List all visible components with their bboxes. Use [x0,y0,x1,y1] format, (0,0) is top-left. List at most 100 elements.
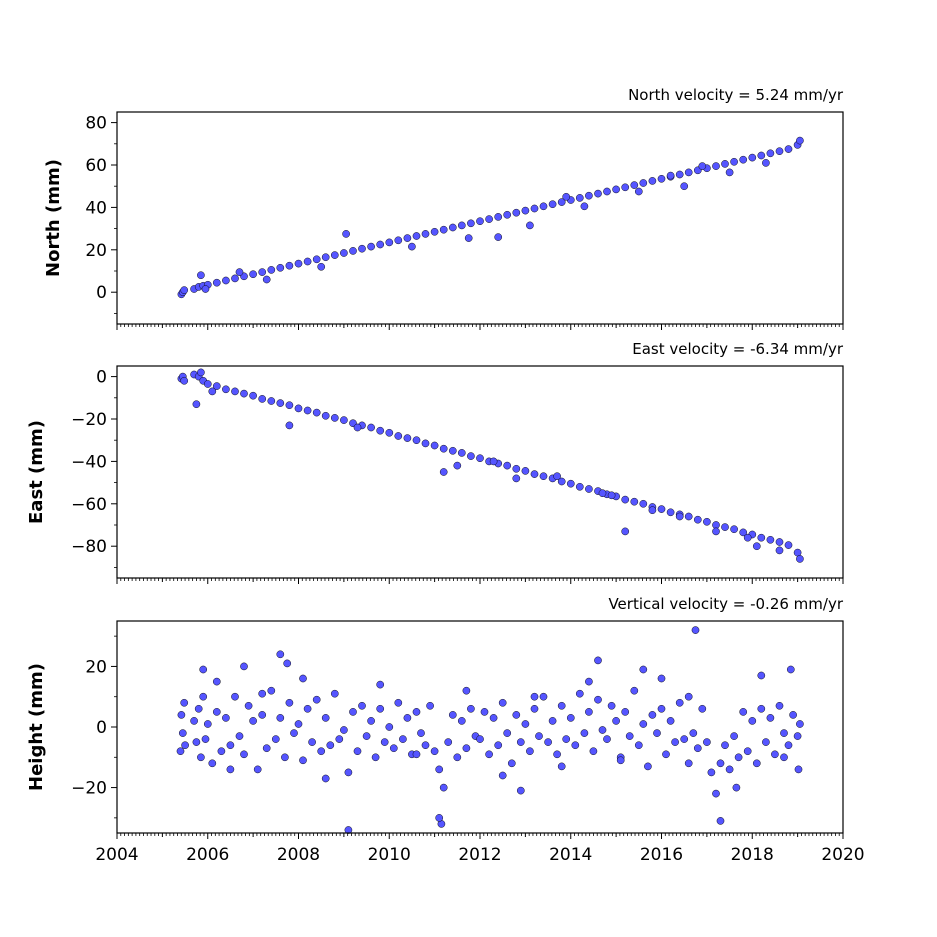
north-y-tick-label: 60 [85,156,107,176]
east-data-point [675,512,684,521]
north-data-point [235,268,244,276]
height-data-point [707,768,716,777]
east-data-point [784,541,793,549]
height-data-point [226,765,235,774]
north-data-point [796,136,804,145]
east-data-point [340,416,348,424]
north-data-point [403,234,412,242]
north-data-point [249,270,257,279]
height-data-point [177,711,186,719]
east-y-ticks: 0 −20 −40 −60 −80 [71,368,117,568]
east-data-point [457,449,466,457]
height-data-point [557,701,566,710]
east-data-point [712,521,720,529]
north-data-point [512,208,521,217]
height-data-point [716,759,725,768]
north-data-point [557,198,566,206]
height-data-point [521,720,530,728]
height-data-point [657,674,666,683]
height-data-point [453,753,462,762]
north-data-point [464,234,473,242]
height-data-point [580,729,589,737]
height-data-point [235,732,244,740]
height-data-point [612,717,620,725]
east-data-point [453,461,462,470]
height-data-point [644,762,652,771]
y-axis-label-height: Height (mm) [26,663,47,791]
height-data-point [421,741,430,750]
height-data-point [684,692,693,701]
east-data-point [739,528,748,537]
height-data-point [784,741,793,750]
height-data-point [330,689,339,698]
height-data-point [226,741,235,750]
north-data-point [376,240,385,249]
east-data-point [385,428,394,437]
height-data-point [358,701,366,710]
height-x-tick-label: 2008 [277,845,320,865]
east-data-point [321,411,330,420]
height-data-point [603,735,611,743]
panel-title-north: North velocity = 5.24 mm/yr [628,86,844,104]
height-data-point [743,747,752,756]
north-data-point [258,268,267,276]
height-data-point [530,704,539,713]
east-axes-frame [116,365,844,579]
height-data-point [190,717,198,725]
height-data-point [762,738,770,746]
east-data-point [703,517,711,526]
east-data-point [752,542,761,551]
north-data-point [721,160,729,168]
height-data-point [281,753,289,762]
north-data-point [762,159,770,167]
east-data-point [598,489,607,498]
height-data-point [217,747,226,756]
north-data-point [657,174,666,183]
height-data-point [516,738,525,746]
north-data-point [285,261,294,270]
north-data-point [349,247,357,255]
east-data-point [566,479,575,488]
height-data-point [526,747,534,756]
height-data-point [412,708,421,716]
north-y-ticks: 0 20 40 60 80 [85,114,117,314]
east-data-point [367,423,375,432]
height-data-point [712,789,720,798]
north-data-point [276,263,285,272]
height-data-point [444,738,453,746]
height-data-point [283,659,292,668]
north-data-point [548,200,557,209]
north-axes-frame [116,111,844,325]
height-data-point [344,826,353,834]
north-data-point [294,259,303,268]
height-data-point [544,738,552,746]
north-data-point [212,278,221,287]
height-data-point [639,665,648,674]
east-data-point [512,464,521,473]
east-y-tick-label: −20 [71,410,107,430]
height-data-point [725,765,734,774]
east-y-tick-label: −80 [71,537,107,557]
north-data-point [684,168,693,177]
height-data-point [208,759,217,768]
height-data-point [178,729,187,737]
east-data-point [430,441,439,450]
north-data-point [739,155,748,164]
height-data-point [199,692,208,701]
height-data-point [684,759,693,768]
north-data-point [634,187,643,196]
height-data-point [294,720,303,728]
north-data-point [503,210,512,219]
height-data-point [630,686,639,695]
north-data-point [730,157,738,166]
height-data-point [689,729,698,737]
height-data-point [553,750,561,759]
north-data-point [612,185,620,194]
height-data-point [197,753,205,762]
height-data-point [657,704,666,713]
north-data-point [530,204,539,213]
height-data-point [639,720,648,728]
north-y-tick-label: 80 [85,114,107,134]
height-data-point [775,701,784,710]
height-data-point [312,695,321,704]
